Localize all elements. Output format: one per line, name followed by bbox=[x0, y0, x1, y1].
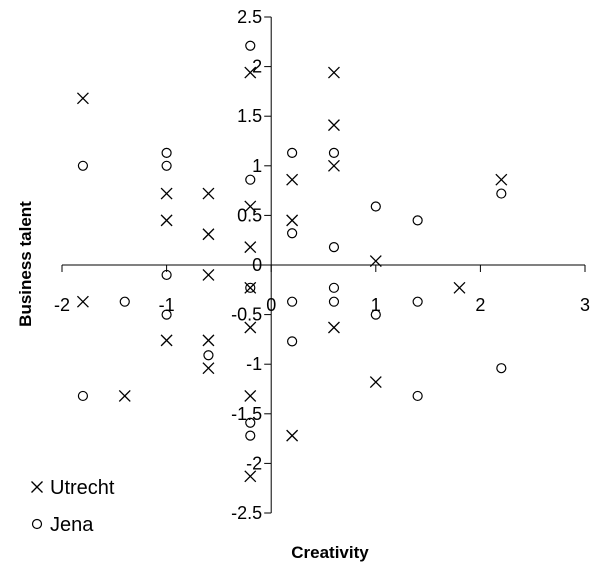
point-jena bbox=[328, 296, 340, 307]
point-jena bbox=[245, 282, 256, 293]
point-jena bbox=[287, 228, 298, 239]
point-jena bbox=[161, 147, 172, 159]
x-tick-label: 0 bbox=[266, 295, 276, 315]
point-jena bbox=[245, 174, 256, 185]
point-utrecht bbox=[286, 214, 299, 227]
point-jena bbox=[412, 390, 423, 402]
point-utrecht bbox=[202, 187, 215, 200]
x-axis-title: Creativity bbox=[291, 543, 369, 562]
point-utrecht bbox=[202, 228, 215, 241]
point-jena bbox=[245, 430, 256, 441]
y-tick-label: -2.5 bbox=[231, 503, 262, 523]
legend-label-jena: Jena bbox=[50, 514, 94, 536]
point-jena bbox=[203, 350, 214, 361]
point-jena bbox=[412, 215, 423, 226]
point-jena bbox=[245, 40, 256, 51]
y-tick-label: -0.5 bbox=[231, 305, 262, 325]
point-utrecht bbox=[328, 66, 340, 79]
y-tick-label: 2.5 bbox=[237, 7, 262, 27]
point-jena bbox=[370, 201, 381, 212]
y-tick-label: 1 bbox=[252, 156, 262, 176]
point-jena bbox=[287, 336, 298, 347]
point-jena bbox=[161, 160, 172, 171]
point-utrecht bbox=[244, 321, 257, 334]
x-axis-ticks: -2 -1 0 1 2 3 bbox=[54, 265, 590, 315]
point-utrecht bbox=[244, 470, 257, 483]
point-jena bbox=[287, 147, 298, 159]
point-jena bbox=[412, 296, 423, 307]
point-jena bbox=[370, 309, 381, 320]
point-jena bbox=[496, 363, 507, 374]
point-utrecht bbox=[328, 159, 340, 172]
x-tick-label: 3 bbox=[580, 295, 590, 315]
point-utrecht bbox=[76, 295, 89, 308]
point-utrecht bbox=[160, 187, 173, 200]
y-axis-ticks: -2.5 -2 -1.5 -1 -0.5 0 0.5 1 1.5 2 2.5 bbox=[231, 7, 272, 523]
point-jena bbox=[328, 282, 340, 293]
point-utrecht bbox=[202, 268, 215, 281]
y-axis-title: Business talent bbox=[16, 201, 35, 327]
point-jena bbox=[496, 188, 507, 199]
y-tick-label: 0.5 bbox=[237, 205, 262, 225]
point-utrecht bbox=[160, 214, 173, 227]
y-tick-label: -2 bbox=[246, 453, 262, 473]
point-utrecht bbox=[286, 173, 299, 186]
point-utrecht bbox=[202, 362, 215, 375]
point-jena bbox=[328, 147, 340, 159]
x-tick-label: 1 bbox=[371, 295, 381, 315]
point-utrecht bbox=[328, 321, 340, 334]
y-tick-label: 2 bbox=[252, 57, 262, 77]
point-utrecht bbox=[160, 334, 173, 347]
legend: Utrecht Jena bbox=[31, 477, 115, 536]
point-utrecht bbox=[244, 241, 257, 254]
point-utrecht bbox=[328, 119, 340, 132]
axes bbox=[62, 17, 585, 513]
point-utrecht bbox=[453, 281, 466, 294]
point-jena bbox=[245, 417, 256, 428]
point-utrecht bbox=[244, 389, 257, 402]
point-utrecht bbox=[118, 389, 131, 402]
point-jena bbox=[77, 160, 89, 171]
point-utrecht bbox=[369, 255, 382, 267]
point-jena bbox=[161, 269, 172, 281]
point-utrecht bbox=[244, 281, 257, 294]
y-tick-label: 1.5 bbox=[237, 106, 262, 126]
point-jena bbox=[77, 390, 89, 402]
legend-marker-jena bbox=[31, 518, 43, 530]
point-jena bbox=[287, 296, 298, 307]
point-utrecht bbox=[495, 173, 508, 186]
point-jena bbox=[161, 309, 172, 320]
legend-label-utrecht: Utrecht bbox=[50, 477, 115, 499]
point-utrecht bbox=[76, 92, 89, 105]
y-tick-label: -1.5 bbox=[231, 404, 262, 424]
point-utrecht bbox=[202, 334, 215, 347]
y-tick-label: 0 bbox=[252, 255, 262, 275]
data-points bbox=[76, 40, 508, 483]
point-utrecht bbox=[286, 429, 299, 442]
x-tick-label: 2 bbox=[475, 295, 485, 315]
point-jena bbox=[328, 242, 340, 253]
legend-marker-utrecht bbox=[31, 481, 43, 493]
x-tick-label: -2 bbox=[54, 295, 70, 315]
point-utrecht bbox=[244, 200, 257, 213]
point-utrecht bbox=[244, 66, 257, 79]
point-jena bbox=[119, 296, 130, 307]
x-tick-label: -1 bbox=[159, 295, 175, 315]
y-tick-label: -1 bbox=[246, 354, 262, 374]
point-utrecht bbox=[369, 376, 382, 389]
